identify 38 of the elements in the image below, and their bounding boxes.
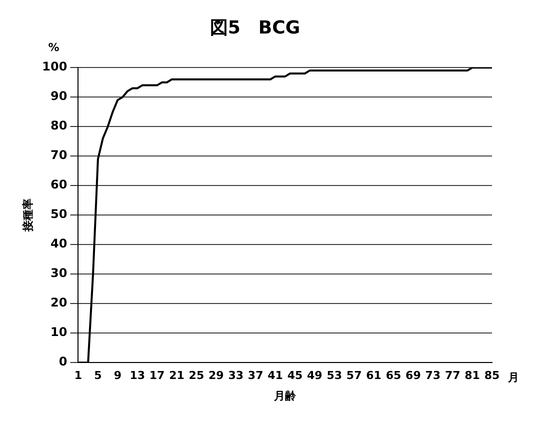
x-tick-label: 77	[444, 369, 460, 382]
x-tick-label: 45	[287, 369, 303, 382]
x-axis-title: 月齢	[273, 389, 298, 402]
x-tick-label: 41	[268, 369, 283, 382]
x-tick-label: 85	[484, 369, 500, 382]
x-tick-label: 37	[248, 369, 264, 382]
x-tick-label: 65	[386, 369, 402, 382]
x-tick-label: 61	[366, 369, 382, 382]
text: %	[48, 40, 60, 54]
x-tick-label: 57	[346, 369, 362, 382]
x-tick-label: 73	[425, 369, 441, 382]
x-tick-label: 53	[326, 369, 342, 382]
text: 月	[507, 370, 519, 384]
x-tick-label: 5	[94, 369, 102, 382]
x-tick-label: 17	[149, 369, 165, 382]
y-tick-label: 60	[50, 178, 68, 192]
x-tick-label: 21	[169, 369, 184, 382]
y-tick-label: 30	[50, 266, 68, 280]
y-axis-title: 接種率	[21, 198, 34, 233]
chart-title: 図5 BCG	[210, 17, 300, 38]
x-tick-label: 25	[188, 369, 204, 382]
x-tick-label: 29	[208, 369, 224, 382]
y-tick-label: 90	[50, 89, 68, 104]
x-tick-label: 81	[464, 369, 480, 382]
y-tick-label: 40	[50, 236, 68, 251]
y-tick-label: 20	[50, 296, 68, 310]
x-tick-label: 69	[406, 369, 421, 382]
x-tick-label: 49	[307, 369, 322, 382]
x-tick-label: 1	[74, 369, 82, 382]
x-tick-label: 13	[130, 369, 146, 382]
y-tick-label: 70	[50, 148, 68, 162]
y-tick-label: 50	[50, 207, 68, 222]
y-tick-label: 0	[58, 354, 68, 369]
x-tick-label: 9	[114, 369, 122, 382]
y-tick-label: 10	[50, 325, 68, 340]
x-tick-label: 33	[228, 369, 244, 382]
y-tick-label: 80	[50, 118, 68, 133]
y-tick-label: 100	[42, 60, 68, 74]
